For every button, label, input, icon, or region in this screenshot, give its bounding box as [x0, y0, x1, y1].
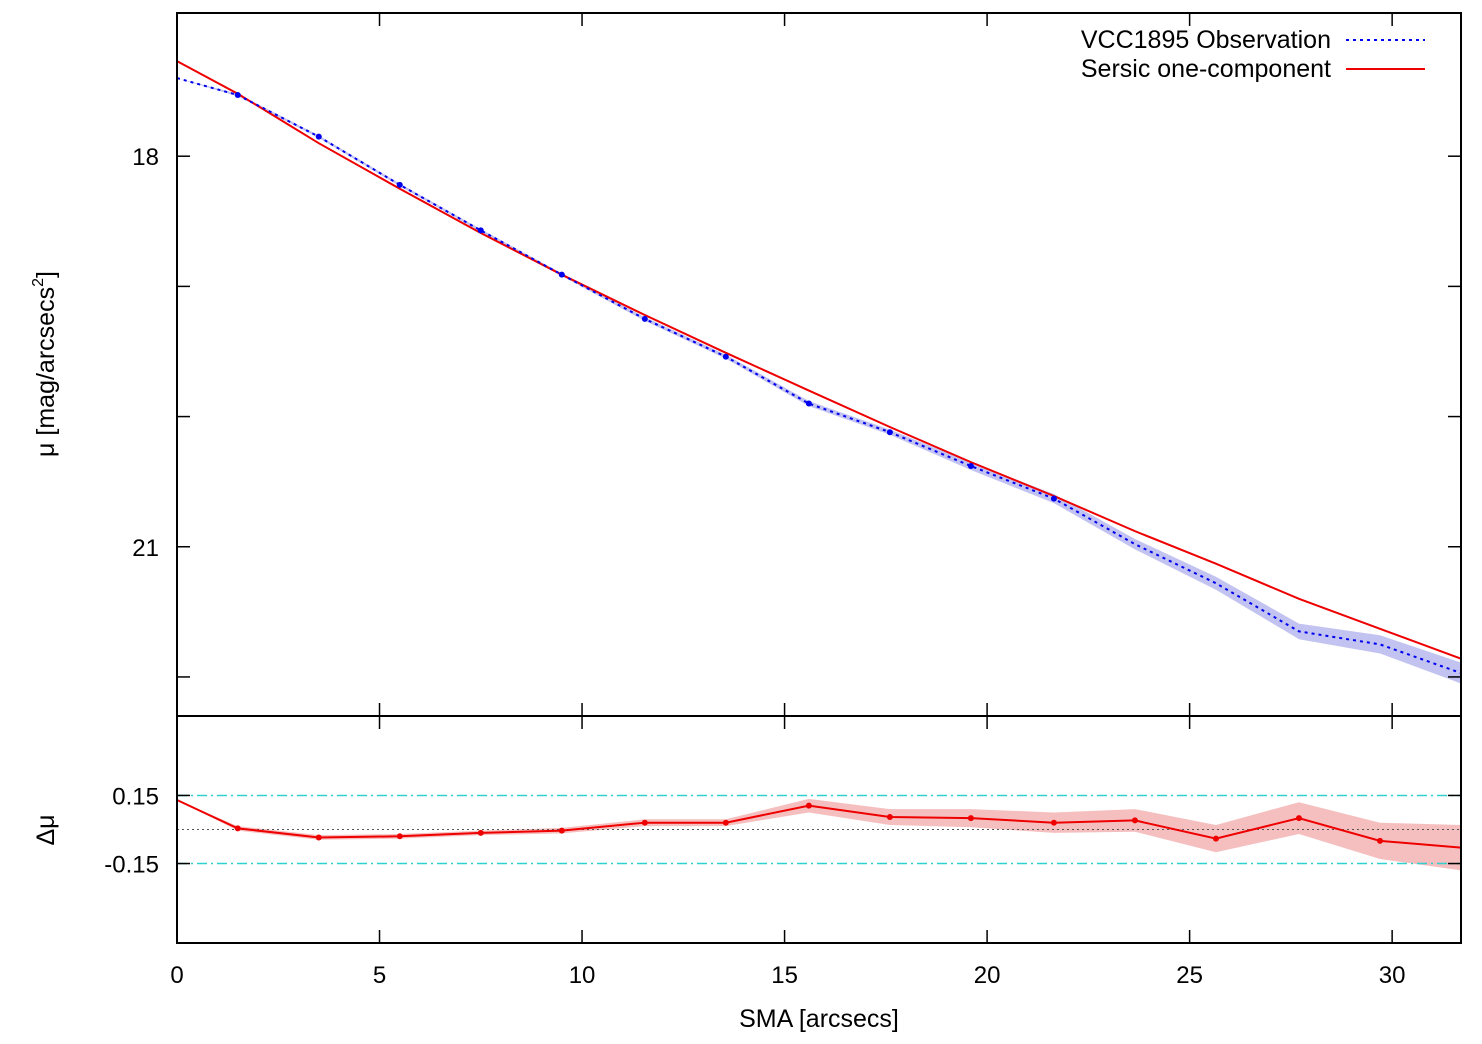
x-tick-label: 10	[569, 962, 596, 989]
observation-point	[396, 181, 403, 188]
x-tick-label: 20	[974, 962, 1001, 989]
legend-label-model: Sersic one-component	[1081, 55, 1331, 83]
residual-point	[722, 819, 729, 826]
residual-point	[886, 814, 893, 821]
observation-point	[641, 315, 648, 322]
residual-point	[1212, 835, 1219, 842]
observation-line	[176, 77, 1462, 674]
residual-point	[1376, 837, 1383, 844]
residual-point	[477, 829, 484, 836]
observation-point	[805, 400, 812, 407]
observation-band-area	[177, 78, 1461, 684]
residual-panel: 0.15 -0.15 0 5 10 15 20 25 30	[104, 715, 1462, 989]
x-tick-labels: 0 5 10 15 20 25 30	[170, 962, 1405, 989]
observation-point	[315, 133, 322, 140]
sersic-model-line	[176, 60, 1462, 660]
observation-point	[967, 463, 974, 470]
residual-point	[396, 833, 403, 840]
observation-point	[558, 271, 565, 278]
x-tick-label: 25	[1176, 962, 1203, 989]
svg-text:Δμ: Δμ	[32, 814, 60, 845]
residual-point	[641, 819, 648, 826]
y-axis-title-superscript: 2	[30, 278, 47, 287]
main-y-tick-label: 18	[132, 144, 159, 171]
residual-point	[805, 802, 812, 809]
observation-point	[477, 227, 484, 234]
x-tick-label: 30	[1379, 962, 1406, 989]
residual-series	[176, 799, 1462, 849]
residual-reference-lines	[177, 794, 1461, 865]
x-tick-label: 5	[373, 962, 386, 989]
legend-label-observation: VCC1895 Observation	[1081, 26, 1331, 54]
residual-point	[1295, 815, 1302, 822]
residual-point	[967, 815, 974, 822]
residual-band-area	[177, 798, 1461, 871]
x-axis-title: SMA [arcsecs]	[739, 1005, 899, 1033]
residual-y-axis-title: Δμ	[32, 814, 60, 845]
legend: VCC1895 Observation Sersic one-component	[1081, 26, 1425, 83]
residual-ticks	[176, 716, 1461, 943]
x-tick-label: 15	[771, 962, 798, 989]
residual-point	[234, 825, 241, 832]
residual-y-tick-label: 0.15	[112, 783, 159, 810]
residual-point	[315, 834, 322, 841]
observation-point	[886, 429, 893, 436]
x-tick-label: 0	[170, 962, 183, 989]
main-y-tick-label: 21	[132, 535, 159, 562]
residual-point	[1131, 817, 1138, 824]
residual-y-tick-label: -0.15	[104, 852, 159, 879]
observation-error-band	[177, 78, 1461, 684]
svg-text:μ [mag/arcsecs2]: μ [mag/arcsecs2]	[30, 271, 60, 457]
residual-error-band	[177, 798, 1461, 871]
main-series	[176, 60, 1462, 674]
observation-point	[234, 92, 241, 99]
observation-point	[722, 353, 729, 360]
y-axis-title-text: μ [mag/arcsecs	[32, 287, 60, 457]
main-y-axis-title: μ [mag/arcsecs2]	[30, 271, 60, 457]
observation-point	[1050, 495, 1057, 502]
residual-y-tick-labels: 0.15 -0.15	[104, 783, 159, 878]
residual-point	[558, 827, 565, 834]
y-axis-title-close: ]	[32, 271, 60, 278]
residual-point	[1050, 819, 1057, 826]
residual-plot-frame	[176, 715, 1462, 944]
